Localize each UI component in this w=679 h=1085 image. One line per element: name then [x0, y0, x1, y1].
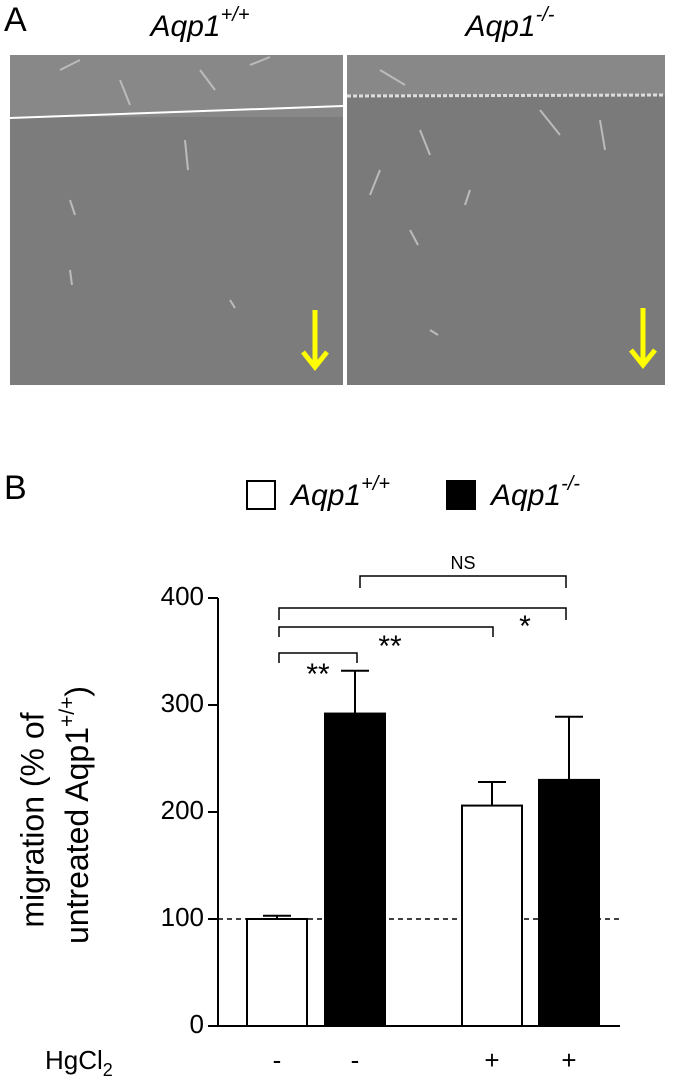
- legend-label-text: Aqp1: [289, 479, 361, 512]
- x-tick-label: +: [484, 1045, 499, 1075]
- y-tick-label: 300: [161, 688, 204, 718]
- significance-label: NS: [450, 553, 475, 573]
- cell-region: [10, 55, 343, 117]
- legend-label-text: Aqp1: [489, 479, 561, 512]
- significance-bracket: [359, 575, 567, 588]
- y-axis-label: migration (% of: [14, 712, 50, 927]
- image-title-sup: +/+: [221, 4, 250, 26]
- image-title-text: Aqp1: [149, 10, 221, 43]
- x-axis-label: HgCl2: [45, 1045, 113, 1080]
- legend-swatch: [446, 480, 476, 510]
- significance-bracket: [278, 626, 494, 637]
- image-title-sup: -/-: [536, 4, 555, 26]
- image-title: Aqp1-/-: [464, 4, 555, 43]
- significance-label: **: [306, 658, 330, 691]
- bar: [246, 918, 308, 1027]
- image-title-text: Aqp1: [464, 10, 536, 43]
- x-tick-label: -: [273, 1045, 282, 1075]
- bar: [324, 712, 386, 1027]
- wound-edge: [346, 93, 666, 98]
- y-axis-label-text: untreated Aqp1: [59, 727, 95, 944]
- y-tick-label: 400: [161, 581, 204, 611]
- significance-bracket: [278, 607, 567, 620]
- legend-label-sup: -/-: [561, 473, 580, 495]
- legend-label: Aqp1-/-: [489, 473, 580, 512]
- x-tick-label: -: [351, 1045, 360, 1075]
- legend-swatch: [246, 480, 276, 510]
- image-title: Aqp1+/+: [149, 4, 250, 43]
- arrow: [301, 308, 657, 372]
- x-axis-label-sub: 2: [103, 1060, 113, 1080]
- wound-edge: [9, 105, 344, 119]
- cells: [59, 56, 606, 336]
- significance-bracket: [278, 652, 358, 663]
- cell-region: [347, 55, 665, 95]
- legend-label-sup: +/+: [361, 473, 390, 495]
- y-tick-label: 200: [161, 795, 204, 825]
- panel-label: A: [4, 1, 27, 39]
- panel-label: B: [4, 469, 27, 507]
- x-tick-label: +: [561, 1045, 576, 1075]
- x-axis-label-text: HgCl: [45, 1045, 103, 1075]
- y-axis-label: untreated Aqp1+/+): [56, 686, 96, 944]
- y-axis-label-sup: +/+: [56, 697, 79, 727]
- y-axis-label-end: ): [59, 686, 95, 697]
- y-tick-label: 100: [161, 902, 204, 932]
- micrograph: [347, 55, 665, 385]
- bar: [538, 778, 600, 1028]
- significance-label: **: [378, 630, 402, 663]
- y-tick-label: 0: [190, 1009, 204, 1039]
- legend-label: Aqp1+/+: [289, 473, 390, 512]
- bar: [461, 804, 523, 1028]
- significance-label: *: [519, 610, 531, 643]
